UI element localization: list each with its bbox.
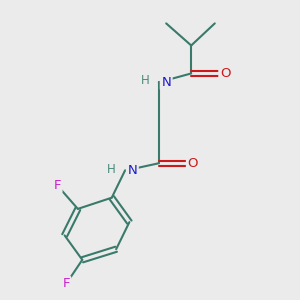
Text: F: F: [62, 278, 70, 290]
Text: H: H: [141, 74, 150, 87]
Text: N: N: [128, 164, 137, 177]
Text: F: F: [53, 179, 61, 192]
Text: O: O: [188, 157, 198, 170]
Text: N: N: [161, 76, 171, 89]
Text: O: O: [220, 67, 230, 80]
Text: H: H: [106, 163, 115, 176]
